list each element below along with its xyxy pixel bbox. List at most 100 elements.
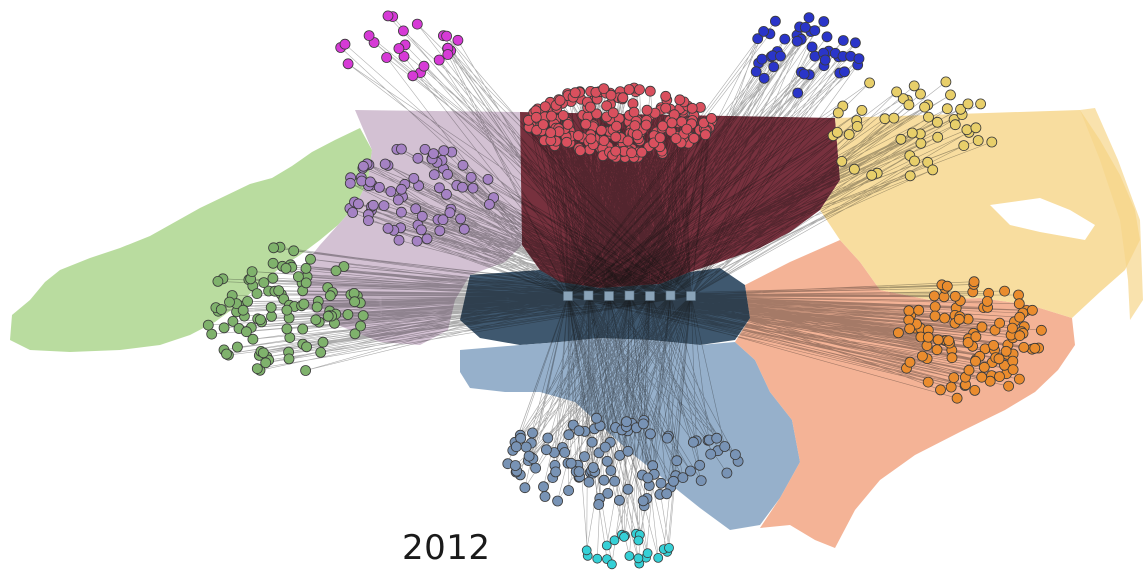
- node-green: [246, 266, 258, 278]
- node-orange: [1027, 304, 1038, 316]
- node-green: [257, 347, 269, 359]
- node-orange: [1007, 322, 1018, 334]
- node-yellow: [962, 98, 974, 110]
- node-green: [355, 320, 367, 332]
- node-orange: [935, 384, 946, 396]
- node-steel: [637, 495, 649, 507]
- cluster-blue: [750, 12, 865, 99]
- node-purple: [367, 199, 379, 211]
- node-orange: [941, 280, 953, 292]
- node-red: [670, 133, 682, 145]
- node-blue: [775, 50, 786, 62]
- node-blue: [798, 68, 810, 80]
- node-orange: [949, 290, 961, 302]
- node-red: [628, 106, 640, 118]
- node-green: [251, 288, 263, 300]
- node-purple: [421, 233, 433, 245]
- node-green: [266, 310, 277, 322]
- node-green: [297, 323, 309, 335]
- node-blue: [819, 54, 831, 66]
- cluster-orange: [893, 276, 1047, 404]
- hub-nodes: [563, 290, 696, 301]
- node-purple: [465, 171, 477, 183]
- node-red: [585, 101, 596, 113]
- node-yellow: [940, 76, 952, 88]
- node-purple: [357, 160, 369, 172]
- node-yellow: [955, 103, 966, 115]
- hub-node: [645, 291, 655, 301]
- node-orange: [928, 290, 940, 302]
- node-red: [607, 107, 619, 119]
- node-red: [574, 145, 586, 157]
- node-purple: [392, 194, 404, 206]
- node-purple: [437, 214, 449, 226]
- node-purple: [385, 186, 397, 197]
- node-green: [330, 265, 342, 277]
- node-orange: [1013, 298, 1025, 310]
- node-purple: [395, 206, 407, 218]
- node-steel: [573, 425, 585, 437]
- hub-node: [563, 291, 573, 301]
- node-steel: [527, 427, 538, 439]
- node-red: [585, 133, 597, 145]
- node-purple: [364, 176, 376, 188]
- node-steel: [642, 472, 654, 484]
- node-red: [674, 94, 686, 106]
- node-steel: [609, 475, 621, 487]
- node-yellow: [843, 129, 855, 140]
- node-green: [322, 310, 334, 322]
- node-purple: [378, 200, 390, 212]
- node-purple: [393, 234, 405, 246]
- node-yellow: [958, 140, 970, 152]
- hub-node: [604, 291, 614, 301]
- node-green: [300, 262, 312, 274]
- node-steel: [668, 475, 679, 487]
- node-orange: [951, 392, 963, 404]
- node-green: [349, 296, 361, 308]
- node-red: [580, 118, 592, 130]
- node-steel: [579, 451, 590, 463]
- outer-banks-shape: [1080, 108, 1143, 320]
- node-yellow: [849, 163, 860, 175]
- sound-water-shape: [990, 198, 1095, 240]
- node-red: [629, 120, 641, 131]
- edges-blue: [567, 17, 860, 297]
- node-yellow: [986, 136, 998, 148]
- node-purple: [444, 207, 456, 219]
- node-blue: [799, 21, 811, 33]
- cluster-purple: [344, 143, 500, 247]
- cluster-red: [523, 82, 718, 163]
- node-orange: [1018, 341, 1030, 353]
- node-yellow: [970, 122, 982, 134]
- node-green: [301, 341, 313, 353]
- node-yellow: [927, 164, 939, 176]
- hub-node: [686, 291, 696, 301]
- node-green: [324, 290, 336, 302]
- node-magenta: [381, 52, 393, 63]
- node-steel: [563, 429, 575, 441]
- node-blue: [818, 16, 830, 27]
- node-purple: [442, 168, 453, 180]
- node-yellow: [909, 155, 920, 167]
- node-steel: [520, 441, 532, 453]
- hub-node: [665, 290, 676, 301]
- node-orange: [978, 361, 990, 373]
- node-yellow: [879, 113, 891, 125]
- node-orange: [976, 371, 988, 383]
- node-steel: [598, 474, 610, 486]
- node-orange: [1000, 345, 1012, 357]
- node-yellow: [941, 103, 953, 115]
- node-cyan: [664, 543, 674, 553]
- node-yellow: [919, 101, 930, 113]
- node-steel: [519, 482, 531, 494]
- node-red: [572, 130, 584, 142]
- node-purple: [457, 159, 469, 171]
- node-green: [281, 323, 293, 335]
- node-blue: [768, 61, 780, 73]
- node-red: [530, 111, 542, 123]
- node-red: [636, 146, 648, 158]
- node-steel: [671, 455, 683, 467]
- node-green: [342, 309, 354, 320]
- node-yellow: [888, 112, 900, 124]
